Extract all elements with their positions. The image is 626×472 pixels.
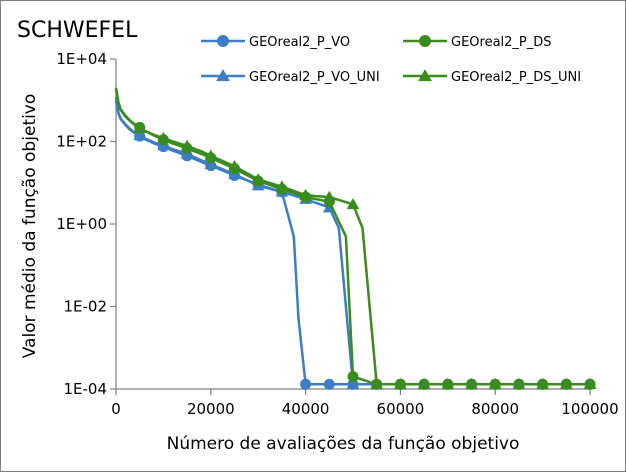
data-point <box>157 131 170 143</box>
legend-item: GEOreal2_P_VO_UNI <box>201 69 380 85</box>
series-layer <box>114 87 597 390</box>
x-tick-label: 0 <box>111 400 121 418</box>
legend-item: GEOreal2_P_DS <box>403 35 552 50</box>
y-tick-label: 1E-02 <box>63 298 107 316</box>
x-tick-label: 100000 <box>561 400 618 418</box>
y-tick-label: 1E+00 <box>56 215 107 233</box>
data-point <box>204 157 218 170</box>
legend: GEOreal2_P_VO GEOreal2_P_VO_UNI GEOreal2_P… <box>201 35 581 85</box>
axes: 1E-04 1E-02 1E+00 1E+02 1E+04 0 20000 40000 6000… <box>56 50 618 418</box>
y-tick-label: 1E-04 <box>63 380 107 398</box>
y-tick-label: 1E+02 <box>56 133 107 151</box>
series-GEOreal2_P_DS_UNI <box>114 89 597 390</box>
legend-item: GEOreal2_P_DS_UNI <box>403 69 581 85</box>
data-point <box>216 69 230 82</box>
x-tick-label: 20000 <box>187 400 235 418</box>
data-point <box>300 378 312 390</box>
data-point <box>346 197 360 210</box>
legend-label: GEOreal2_P_DS <box>451 35 552 50</box>
data-point <box>323 378 335 390</box>
data-point <box>299 188 312 200</box>
y-axis-title: Valor médio da função objetivo <box>20 94 40 359</box>
data-point <box>536 377 549 390</box>
chart-title: SCHWEFEL <box>17 18 138 43</box>
x-tick-label: 80000 <box>471 400 519 418</box>
data-point <box>418 69 432 82</box>
series-line <box>114 87 590 386</box>
legend-item: GEOreal2_P_VO <box>201 35 350 50</box>
x-axis-title: Número de avaliações da função objetivo <box>167 434 520 454</box>
data-point <box>465 377 478 390</box>
y-tick-label: 1E+04 <box>56 50 107 68</box>
legend-label: GEOreal2_P_VO_UNI <box>249 70 380 85</box>
data-point <box>346 377 360 390</box>
legend-label: GEOreal2_P_VO <box>249 35 350 50</box>
series-line <box>114 89 590 386</box>
data-point <box>347 371 359 383</box>
data-point <box>180 139 194 151</box>
data-point <box>417 377 431 390</box>
data-point <box>133 129 147 141</box>
data-point <box>370 377 384 390</box>
x-tick-label: 40000 <box>282 400 330 418</box>
data-point <box>419 35 431 47</box>
data-point <box>228 160 241 172</box>
data-point <box>394 377 407 390</box>
data-point <box>583 377 597 390</box>
data-point <box>217 35 229 47</box>
data-point <box>441 377 455 390</box>
series-GEOreal2_P_VO_UNI <box>114 96 597 390</box>
data-point <box>322 190 336 202</box>
data-point <box>251 173 265 185</box>
data-point <box>275 180 289 192</box>
data-point <box>512 377 526 390</box>
data-point <box>204 149 218 161</box>
data-point <box>488 377 502 390</box>
legend-label: GEOreal2_P_DS_UNI <box>451 70 581 85</box>
series-GEOreal2_P_DS <box>114 87 596 390</box>
data-point <box>133 121 147 133</box>
x-tick-label: 60000 <box>377 400 425 418</box>
data-point <box>559 377 573 390</box>
